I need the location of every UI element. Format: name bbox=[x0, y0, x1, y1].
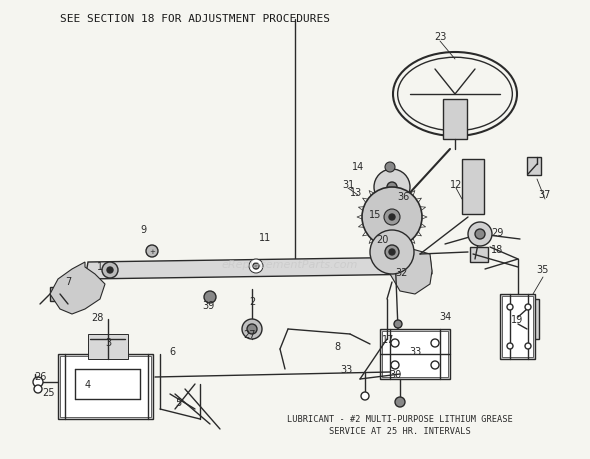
Circle shape bbox=[385, 162, 395, 173]
Bar bbox=[527, 157, 541, 176]
Text: 15: 15 bbox=[369, 210, 381, 219]
Text: 8: 8 bbox=[334, 341, 340, 351]
Text: 35: 35 bbox=[537, 264, 549, 274]
Text: 33: 33 bbox=[409, 346, 421, 356]
Circle shape bbox=[394, 320, 402, 328]
Bar bbox=[382, 331, 448, 377]
Bar bbox=[50, 287, 60, 302]
Text: LUBRICANT - #2 MULTI-PURPOSE LITHIUM GREASE: LUBRICANT - #2 MULTI-PURPOSE LITHIUM GRE… bbox=[287, 414, 513, 423]
Text: 23: 23 bbox=[434, 32, 446, 42]
Circle shape bbox=[34, 385, 42, 393]
Circle shape bbox=[525, 304, 531, 310]
Text: 12: 12 bbox=[450, 179, 462, 190]
Text: 4: 4 bbox=[85, 379, 91, 389]
Text: SEE SECTION 18 FOR ADJUSTMENT PROCEDURES: SEE SECTION 18 FOR ADJUSTMENT PROCEDURES bbox=[60, 14, 330, 24]
Text: 29: 29 bbox=[491, 228, 503, 237]
Polygon shape bbox=[50, 263, 105, 314]
Text: 26: 26 bbox=[34, 371, 46, 381]
Text: 19: 19 bbox=[511, 314, 523, 325]
Text: 6: 6 bbox=[169, 346, 175, 356]
Text: 17: 17 bbox=[382, 334, 394, 344]
Bar bbox=[500, 294, 535, 359]
Circle shape bbox=[33, 377, 43, 387]
Bar bbox=[443, 100, 467, 140]
Text: SERVICE AT 25 HR. INTERVALS: SERVICE AT 25 HR. INTERVALS bbox=[329, 426, 471, 435]
Text: 18: 18 bbox=[491, 245, 503, 254]
Text: 13: 13 bbox=[350, 188, 362, 197]
Text: 7: 7 bbox=[65, 276, 71, 286]
Circle shape bbox=[507, 304, 513, 310]
Circle shape bbox=[242, 319, 262, 339]
Circle shape bbox=[384, 210, 400, 225]
Circle shape bbox=[204, 291, 216, 303]
Circle shape bbox=[389, 249, 395, 256]
Circle shape bbox=[374, 170, 410, 206]
Text: 30: 30 bbox=[389, 369, 401, 379]
Text: 27: 27 bbox=[244, 329, 256, 339]
Circle shape bbox=[146, 246, 158, 257]
Text: 31: 31 bbox=[342, 179, 354, 190]
Circle shape bbox=[102, 263, 118, 279]
Circle shape bbox=[475, 230, 485, 240]
Text: 25: 25 bbox=[42, 387, 54, 397]
Text: 1: 1 bbox=[97, 262, 103, 271]
Text: 11: 11 bbox=[259, 233, 271, 242]
Text: 28: 28 bbox=[91, 312, 103, 322]
Bar bbox=[60, 356, 151, 417]
Text: 2: 2 bbox=[249, 297, 255, 306]
Circle shape bbox=[253, 263, 259, 269]
Circle shape bbox=[247, 325, 257, 334]
Circle shape bbox=[385, 246, 399, 259]
Circle shape bbox=[431, 339, 439, 347]
Text: 34: 34 bbox=[439, 311, 451, 321]
Bar bbox=[58, 354, 153, 419]
Circle shape bbox=[389, 214, 395, 220]
Circle shape bbox=[361, 392, 369, 400]
Text: 20: 20 bbox=[376, 235, 388, 245]
Circle shape bbox=[395, 397, 405, 407]
Bar bbox=[527, 299, 539, 339]
Circle shape bbox=[249, 259, 263, 274]
Circle shape bbox=[431, 361, 439, 369]
Text: 14: 14 bbox=[352, 162, 364, 172]
Polygon shape bbox=[390, 247, 432, 294]
Text: 32: 32 bbox=[396, 268, 408, 277]
Text: 3: 3 bbox=[105, 337, 111, 347]
Bar bbox=[502, 297, 533, 357]
Circle shape bbox=[391, 339, 399, 347]
Circle shape bbox=[525, 343, 531, 349]
Circle shape bbox=[362, 188, 422, 247]
Bar bbox=[380, 329, 450, 379]
Text: 37: 37 bbox=[539, 190, 551, 200]
Text: +: + bbox=[149, 248, 155, 254]
Circle shape bbox=[387, 183, 397, 193]
Polygon shape bbox=[85, 257, 432, 280]
Text: 5: 5 bbox=[175, 397, 181, 407]
Text: 39: 39 bbox=[202, 300, 214, 310]
Circle shape bbox=[370, 230, 414, 274]
Bar bbox=[470, 247, 488, 263]
Bar bbox=[88, 334, 128, 359]
Text: 33: 33 bbox=[340, 364, 352, 374]
Text: 36: 36 bbox=[397, 191, 409, 202]
Circle shape bbox=[507, 343, 513, 349]
Text: 9: 9 bbox=[140, 224, 146, 235]
Circle shape bbox=[391, 361, 399, 369]
Circle shape bbox=[107, 268, 113, 274]
Bar bbox=[462, 160, 484, 214]
Text: eReplacementParts.com: eReplacementParts.com bbox=[222, 259, 358, 269]
Circle shape bbox=[468, 223, 492, 246]
